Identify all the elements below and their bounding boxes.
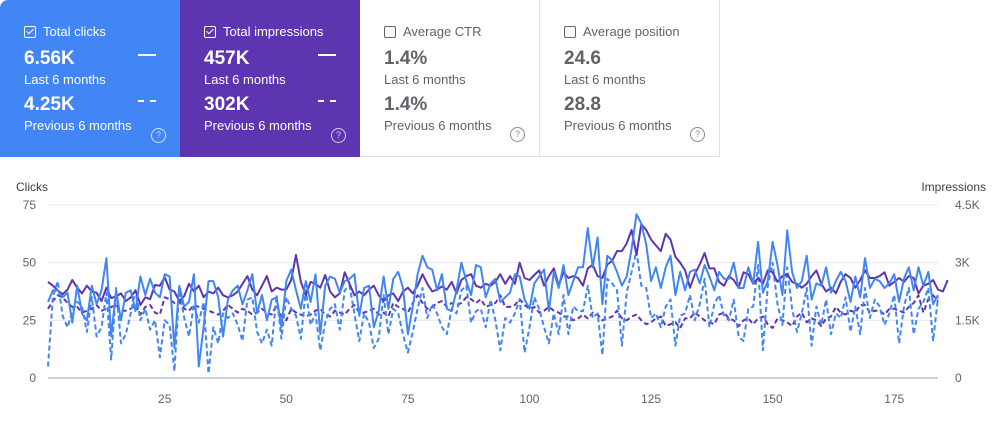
- help-circle-icon[interactable]: ?: [510, 127, 525, 142]
- x-tick-label: 25: [158, 392, 172, 406]
- previous-period: Previous 6 months: [384, 118, 492, 133]
- right-tick-label: 3K: [955, 256, 970, 270]
- left-tick-label: 50: [23, 256, 37, 270]
- current-value: 6.56K: [24, 48, 75, 69]
- right-axis-label: Impressions: [921, 180, 986, 194]
- help-circle-icon[interactable]: ?: [331, 128, 346, 143]
- x-tick-label: 75: [401, 392, 415, 406]
- solid-line-legend-icon: [138, 54, 156, 56]
- average-position-card[interactable]: Average position 24.6 Last 6 months 28.8…: [540, 0, 720, 157]
- performance-chart: Clicks Impressions 75 4.5K 50 3K 25 1.5K 0 0 25 50 7…: [0, 160, 1004, 431]
- current-value: 1.4%: [384, 48, 428, 69]
- metric-cards: Total clicks 6.56K Last 6 months 4.25K P…: [0, 0, 720, 157]
- previous-period: Previous 6 months: [564, 118, 672, 133]
- current-value: 457K: [204, 48, 250, 69]
- previous-value: 28.8: [564, 94, 601, 115]
- left-tick-label: 75: [23, 198, 37, 212]
- left-tick-label: 25: [23, 313, 37, 327]
- current-value: 24.6: [564, 48, 601, 69]
- clicks-previous-line: [47, 250, 939, 375]
- card-label: Average CTR: [403, 24, 482, 39]
- card-label: Total clicks: [43, 24, 106, 39]
- card-header: Total impressions: [204, 24, 323, 39]
- x-tick-label: 150: [763, 392, 783, 406]
- previous-value: 302K: [204, 94, 250, 115]
- card-label: Total impressions: [223, 24, 324, 39]
- card-label: Average position: [583, 24, 680, 39]
- help-circle-icon[interactable]: ?: [151, 128, 166, 143]
- impressions-current-line: [47, 223, 949, 306]
- card-header: Average CTR: [384, 24, 482, 39]
- checkbox-unchecked-icon[interactable]: [564, 25, 576, 38]
- current-period: Last 6 months: [384, 72, 466, 87]
- x-tick-label: 125: [641, 392, 661, 406]
- dashed-line-legend-icon: [138, 100, 156, 102]
- dashed-line-legend-icon: [318, 100, 336, 102]
- checkbox-unchecked-icon[interactable]: [384, 25, 396, 38]
- checkbox-checked-icon[interactable]: [24, 25, 36, 38]
- total-impressions-card[interactable]: Total impressions 457K Last 6 months 302…: [180, 0, 360, 157]
- total-clicks-card[interactable]: Total clicks 6.56K Last 6 months 4.25K P…: [0, 0, 180, 157]
- card-header: Average position: [564, 24, 680, 39]
- x-tick-label: 175: [884, 392, 904, 406]
- x-tick-label: 50: [280, 392, 294, 406]
- help-circle-icon[interactable]: ?: [690, 127, 705, 142]
- previous-value: 4.25K: [24, 94, 75, 115]
- checkbox-checked-icon[interactable]: [204, 25, 216, 38]
- chart-svg: Clicks Impressions 75 4.5K 50 3K 25 1.5K 0 0 25 50 7…: [16, 180, 986, 406]
- average-ctr-card[interactable]: Average CTR 1.4% Last 6 months 1.4% Prev…: [360, 0, 540, 157]
- previous-period: Previous 6 months: [24, 118, 132, 133]
- left-tick-label: 0: [29, 371, 36, 385]
- current-period: Last 6 months: [564, 72, 646, 87]
- previous-value: 1.4%: [384, 94, 428, 115]
- x-tick-label: 100: [519, 392, 539, 406]
- right-tick-label: 1.5K: [955, 313, 980, 327]
- clicks-current-line: [47, 213, 939, 368]
- current-period: Last 6 months: [24, 72, 106, 87]
- previous-period: Previous 6 months: [204, 118, 312, 133]
- right-tick-label: 4.5K: [955, 198, 980, 212]
- current-period: Last 6 months: [204, 72, 286, 87]
- card-header: Total clicks: [24, 24, 106, 39]
- left-axis-label: Clicks: [16, 180, 48, 194]
- solid-line-legend-icon: [318, 54, 336, 56]
- right-tick-label: 0: [955, 371, 962, 385]
